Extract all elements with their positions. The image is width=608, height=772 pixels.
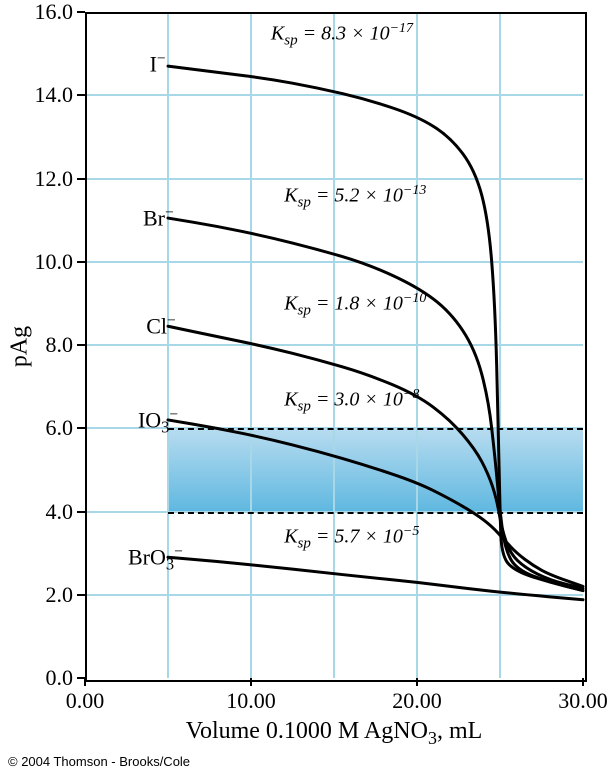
y-axis-title: pAg [7,322,34,372]
x-tick-label: 0.00 [57,688,113,714]
y-tick [77,261,85,263]
ksp-label-I: Ksp = 8.3 × 10−17 [271,21,413,50]
curve-label-I: I− [150,50,166,77]
y-tick-label: 0.0 [46,665,74,691]
y-tick [77,178,85,180]
y-tick [77,594,85,596]
x-axis-title: Volume 0.1000 M AgNO3, mL [85,718,583,749]
y-tick [77,11,85,13]
x-tick-label: 10.00 [223,688,279,714]
x-tick [250,678,252,686]
x-tick-label: 20.00 [389,688,445,714]
x-tick [582,678,584,686]
y-tick [77,344,85,346]
y-tick-label: 10.0 [35,249,74,275]
y-tick-label: 12.0 [35,166,74,192]
y-tick-label: 2.0 [46,582,74,608]
y-tick [77,677,85,679]
ksp-label-Cl: Ksp = 1.8 × 10−10 [284,291,426,320]
y-tick [77,427,85,429]
y-tick-label: 4.0 [46,499,74,525]
curve-label-IO3: IO3− [138,406,178,438]
ksp-label-Br: Ksp = 5.2 × 10−13 [284,183,426,212]
curve-label-Cl: Cl− [146,312,175,339]
x-tick [416,678,418,686]
curve-label-BrO3: BrO3− [128,543,183,575]
ksp-label-IO3: Ksp = 3.0 × 10−8 [284,387,419,416]
y-tick-label: 6.0 [46,415,74,441]
y-tick-label: 14.0 [35,82,74,108]
ksp-label-BrO3: Ksp = 5.7 × 10−5 [284,524,419,553]
titration-chart: 0.00 10.00 20.00 30.00 0.0 2.0 4.0 6.0 8.0 10.0 12… [0,0,608,772]
y-tick [77,94,85,96]
x-tick-label: 30.00 [555,688,608,714]
curve-I [168,66,583,590]
y-tick [77,511,85,513]
curves-layer [0,0,608,772]
x-tick [84,678,86,686]
y-tick-label: 16.0 [35,0,74,25]
copyright: © 2004 Thomson - Brooks/Cole [8,754,190,769]
curve-label-Br: Br− [143,204,174,231]
y-tick-label: 8.0 [46,332,74,358]
